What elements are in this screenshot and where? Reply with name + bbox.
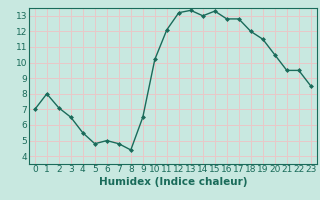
X-axis label: Humidex (Indice chaleur): Humidex (Indice chaleur) bbox=[99, 177, 247, 187]
